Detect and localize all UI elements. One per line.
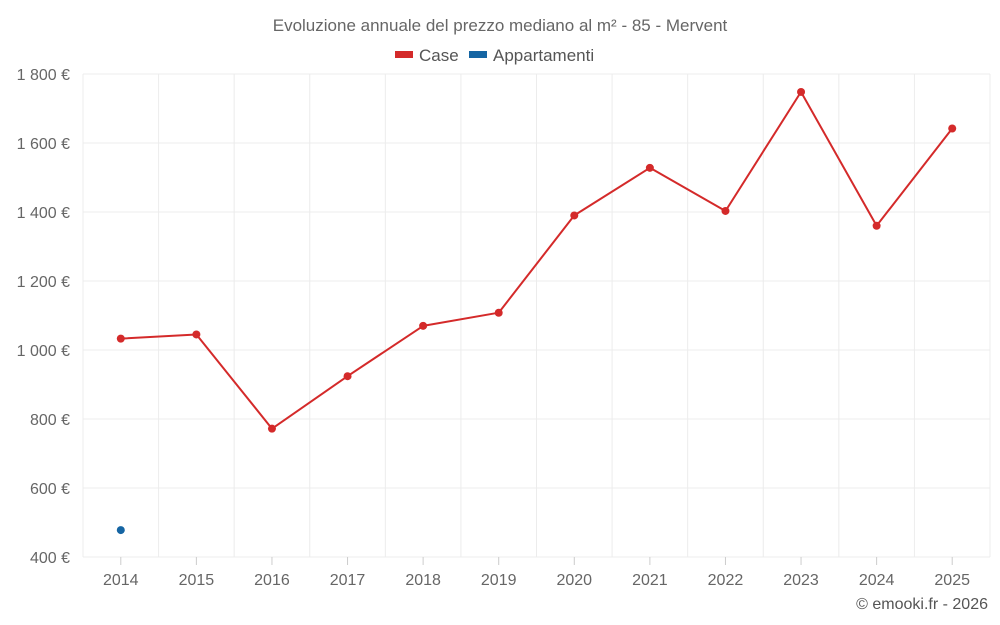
x-tick-label: 2017 bbox=[330, 572, 366, 589]
y-tick-label: 600 € bbox=[30, 481, 70, 498]
legend-swatch-case bbox=[395, 51, 413, 58]
data-point-case[interactable] bbox=[494, 308, 503, 317]
y-tick-label: 800 € bbox=[30, 412, 70, 429]
gridlines bbox=[82, 73, 991, 558]
series-layer bbox=[116, 87, 957, 535]
chart-title: Evoluzione annuale del prezzo mediano al… bbox=[273, 16, 728, 35]
y-tick-label: 1 200 € bbox=[17, 274, 70, 291]
data-point-case[interactable] bbox=[343, 372, 352, 381]
data-point-appartamenti[interactable] bbox=[116, 526, 125, 535]
x-tick-label: 2014 bbox=[103, 572, 139, 589]
x-tick-label: 2025 bbox=[934, 572, 970, 589]
legend-item-case[interactable]: Case bbox=[395, 46, 459, 65]
data-point-case[interactable] bbox=[419, 321, 428, 330]
x-tick-label: 2016 bbox=[254, 572, 290, 589]
x-tick-label: 2023 bbox=[783, 572, 819, 589]
y-tick-label: 1 000 € bbox=[17, 343, 70, 360]
data-point-case[interactable] bbox=[267, 424, 276, 433]
data-point-case[interactable] bbox=[192, 330, 201, 339]
data-point-case[interactable] bbox=[645, 163, 654, 172]
legend-label-appartamenti: Appartamenti bbox=[493, 46, 594, 65]
x-tick-label: 2021 bbox=[632, 572, 668, 589]
x-tick-label: 2018 bbox=[405, 572, 441, 589]
data-point-case[interactable] bbox=[721, 206, 730, 215]
y-tick-label: 1 800 € bbox=[17, 67, 70, 84]
y-tick-label: 400 € bbox=[30, 550, 70, 567]
x-tick-label: 2022 bbox=[708, 572, 744, 589]
legend-swatch-appartamenti bbox=[469, 51, 487, 58]
x-tick-label: 2015 bbox=[179, 572, 215, 589]
x-tick-label: 2020 bbox=[556, 572, 592, 589]
y-tick-label: 1 400 € bbox=[17, 205, 70, 222]
data-point-case[interactable] bbox=[797, 87, 806, 96]
legend-item-appartamenti[interactable]: Appartamenti bbox=[469, 46, 594, 65]
series-line-case bbox=[120, 90, 953, 430]
axes: 400 € 600 € 800 € 1 000 € 1 200 € 1 400 € 1 60… bbox=[17, 67, 970, 589]
x-tick-label: 2024 bbox=[859, 572, 895, 589]
data-point-case[interactable] bbox=[872, 221, 881, 230]
data-point-case[interactable] bbox=[116, 334, 125, 343]
data-point-case[interactable] bbox=[948, 124, 957, 133]
credit-text: © emooki.fr - 2026 bbox=[856, 596, 988, 613]
legend: Case Appartamenti bbox=[395, 46, 594, 65]
y-tick-label: 1 600 € bbox=[17, 136, 70, 153]
data-point-case[interactable] bbox=[570, 211, 579, 220]
x-tick-label: 2019 bbox=[481, 572, 517, 589]
legend-label-case: Case bbox=[419, 46, 459, 65]
